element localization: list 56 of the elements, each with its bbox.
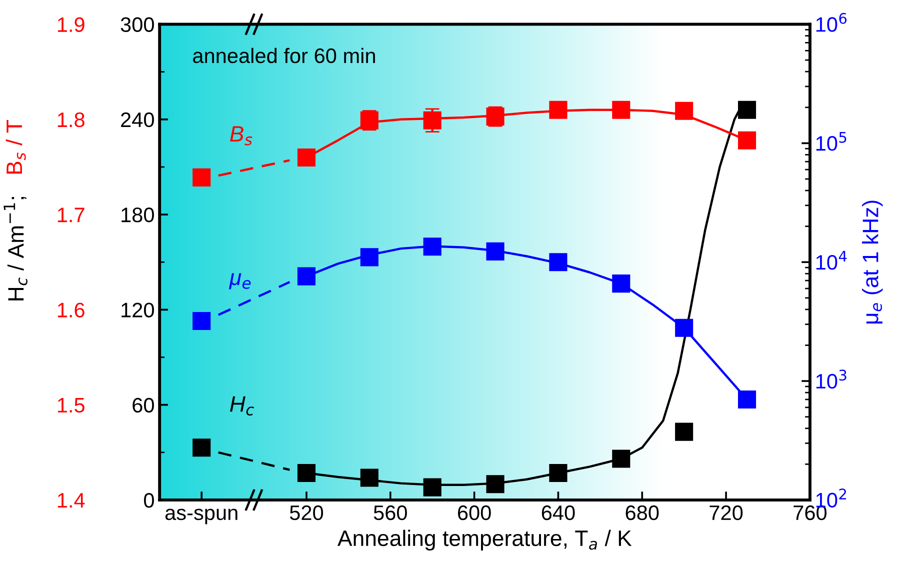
point bbox=[738, 100, 756, 119]
annotation: annealed for 60 min bbox=[193, 48, 375, 64]
point bbox=[423, 111, 442, 130]
y-tick-label: 120 bbox=[122, 302, 154, 318]
point bbox=[192, 438, 211, 457]
y-tick-label: 0 bbox=[144, 492, 154, 508]
y-tick-label: 240 bbox=[121, 112, 154, 128]
y3-tick-label: 1.4 bbox=[58, 493, 85, 508]
y3-tick-label: 1.5 bbox=[58, 398, 84, 413]
y3-axis-title: B$_{s}$ / T bbox=[6, 120, 26, 174]
point bbox=[675, 318, 694, 337]
x-tick-label: 640 bbox=[542, 505, 575, 520]
point bbox=[486, 475, 504, 494]
x-axis-title: Annealing temperature, T$_{a}$ / K bbox=[338, 530, 632, 551]
point bbox=[612, 100, 630, 119]
point bbox=[192, 168, 211, 186]
series-label: H$_{c}$ bbox=[230, 396, 254, 416]
point bbox=[612, 274, 630, 293]
point bbox=[675, 102, 694, 120]
y3-tick-label: 1.9 bbox=[58, 17, 84, 32]
series-label: μ$_{e}$ bbox=[228, 273, 251, 290]
point bbox=[297, 267, 316, 286]
point bbox=[423, 478, 442, 496]
y-tick-label: 300 bbox=[120, 17, 154, 32]
y3-tick-label: 1.7 bbox=[58, 208, 84, 222]
y3-tick-label: 1.6 bbox=[58, 302, 84, 318]
point bbox=[297, 148, 316, 166]
y2-tick-label: 10$^{6}$ bbox=[816, 12, 847, 32]
point bbox=[297, 464, 316, 482]
point bbox=[549, 253, 568, 272]
y-axis-title: H$_{c}$ / Am$^{−1}$; bbox=[4, 197, 28, 300]
y2-axis-title: μ$_{e}$ (at 1 kHz) bbox=[862, 200, 883, 324]
point bbox=[360, 468, 378, 487]
point bbox=[738, 131, 756, 150]
point bbox=[675, 422, 694, 441]
x-tick-label: as-spun bbox=[165, 508, 238, 524]
point bbox=[549, 100, 568, 119]
point bbox=[612, 450, 630, 468]
x-tick-label: 600 bbox=[458, 505, 491, 520]
x-tick-label: 560 bbox=[374, 505, 407, 520]
y-tick-label: 60 bbox=[132, 398, 154, 413]
y2-tick-label: 10$^{3}$ bbox=[816, 370, 846, 389]
point bbox=[360, 248, 378, 266]
point bbox=[738, 390, 756, 408]
point bbox=[486, 242, 504, 260]
x-tick-label: 680 bbox=[626, 505, 659, 520]
series-label: B$_{s}$ bbox=[230, 126, 252, 146]
point bbox=[192, 312, 211, 330]
y-tick-label: 180 bbox=[122, 208, 154, 222]
y3-tick-label: 1.8 bbox=[58, 112, 84, 128]
x-tick-label: 520 bbox=[290, 505, 324, 520]
x-tick-label: 720 bbox=[710, 505, 743, 520]
y2-tick-label: 10$^{5}$ bbox=[816, 132, 846, 151]
y2-tick-label: 10$^{4}$ bbox=[816, 250, 847, 270]
point bbox=[423, 238, 442, 256]
point bbox=[549, 464, 568, 482]
